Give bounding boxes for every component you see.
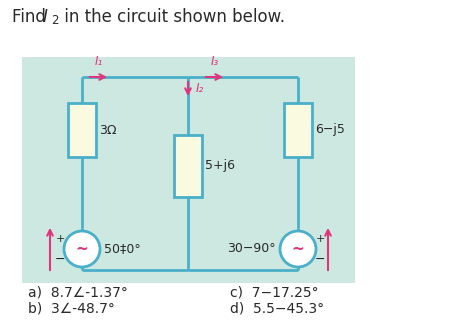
Text: ~: ~ xyxy=(292,241,304,256)
Bar xyxy=(22,57,355,283)
Text: c)  7−17.25°: c) 7−17.25° xyxy=(230,286,318,300)
Text: 2: 2 xyxy=(51,15,58,28)
Text: I: I xyxy=(43,8,48,26)
Text: a)  8.7∠-1.37°: a) 8.7∠-1.37° xyxy=(28,286,128,300)
Text: ~: ~ xyxy=(76,241,88,256)
Text: I₂: I₂ xyxy=(196,83,204,96)
Text: I₃: I₃ xyxy=(210,55,219,68)
Text: b)  3∠-48.7°: b) 3∠-48.7° xyxy=(28,302,115,316)
Text: in the circuit shown below.: in the circuit shown below. xyxy=(59,8,285,26)
Text: 3Ω: 3Ω xyxy=(99,124,116,136)
Text: I₁: I₁ xyxy=(94,55,103,68)
Bar xyxy=(174,135,202,197)
Text: Find: Find xyxy=(12,8,51,26)
Text: 50‡0°: 50‡0° xyxy=(104,242,141,255)
Text: 6−j5: 6−j5 xyxy=(315,124,345,136)
Text: −: − xyxy=(55,253,65,266)
Text: +: + xyxy=(55,234,65,244)
Bar xyxy=(284,103,312,157)
Text: +: + xyxy=(315,234,325,244)
Circle shape xyxy=(64,231,100,267)
Text: 30−90°: 30−90° xyxy=(227,242,276,255)
Bar xyxy=(68,103,96,157)
Text: 5+j6: 5+j6 xyxy=(205,160,235,173)
Text: −: − xyxy=(315,253,325,266)
Text: d)  5.5−45.3°: d) 5.5−45.3° xyxy=(230,302,324,316)
Circle shape xyxy=(280,231,316,267)
